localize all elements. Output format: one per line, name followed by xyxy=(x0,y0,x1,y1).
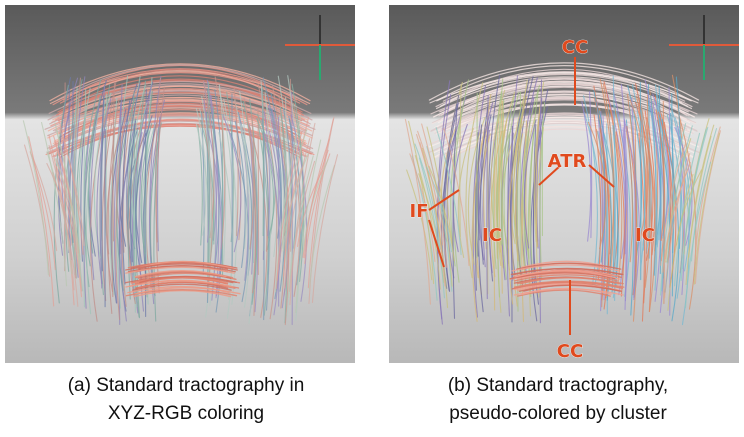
caption-a-line2: XYZ-RGB coloring xyxy=(107,403,265,424)
tractography-render-a xyxy=(5,5,355,363)
caption-b: (b) Standard tractography, pseudo-colore… xyxy=(372,372,744,428)
label-ic-right: IC xyxy=(635,225,655,246)
orientation-axes-icon xyxy=(669,15,739,80)
label-ic-left: IC xyxy=(482,225,502,246)
fiber-bundles xyxy=(404,62,721,326)
caption-b-line2: pseudo-colored by cluster xyxy=(449,403,667,424)
caption-b-line1: (b) Standard tractography, xyxy=(447,375,669,396)
caption-a-line1: (a) Standard tractography in xyxy=(67,375,305,396)
label-cc-top: CC xyxy=(562,37,588,58)
orientation-axes-icon xyxy=(285,15,355,80)
tractography-image-xyz-rgb xyxy=(5,5,355,363)
label-cc-bottom: CC xyxy=(557,341,583,362)
label-if: IF xyxy=(410,201,429,222)
caption-a: (a) Standard tractography in XYZ-RGB col… xyxy=(0,372,372,428)
tractography-render-b: CC ATR IF IC IC CC xyxy=(389,5,739,363)
annotation-lines xyxy=(428,57,615,335)
fiber-bundles xyxy=(22,63,339,326)
tractography-image-cluster-colored: CC ATR IF IC IC CC xyxy=(389,5,739,363)
label-atr: ATR xyxy=(548,151,587,172)
